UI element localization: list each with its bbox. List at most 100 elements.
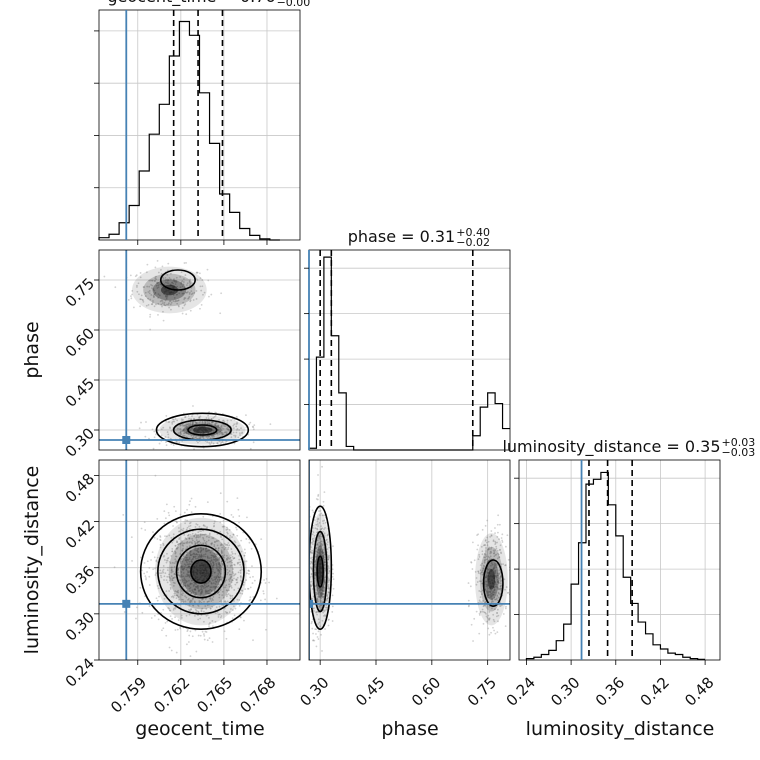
panel-geocent-time-vs-luminosity-distance-point	[210, 559, 213, 562]
panel-geocent-time-vs-luminosity-distance-point	[173, 594, 176, 597]
panel-geocent-time-vs-phase-yticklabel-1: 0.45	[62, 374, 98, 410]
panel-phase-vs-luminosity-distance-point	[478, 580, 481, 583]
panel-geocent-time-vs-phase-point	[166, 273, 169, 276]
panel-phase-vs-luminosity-distance-point	[483, 565, 486, 568]
panel-geocent-time-vs-luminosity-distance-point	[214, 571, 216, 574]
panel-phase-vs-luminosity-distance-point	[493, 596, 496, 599]
panel-phase-vs-luminosity-distance-point	[497, 596, 500, 599]
panel-geocent-time-vs-phase-point	[214, 423, 217, 426]
panel-phase-vs-luminosity-distance-point	[471, 541, 474, 544]
panel-phase-vs-luminosity-distance-point	[322, 592, 325, 595]
panel-geocent-time-vs-phase-point	[186, 291, 188, 294]
panel-geocent-time-vs-phase-point	[189, 300, 192, 303]
panel-geocent-time-vs-phase-point	[198, 430, 200, 433]
panel-geocent-time-vs-luminosity-distance-point	[199, 570, 202, 573]
panel-geocent-time-vs-luminosity-distance-point	[191, 571, 194, 573]
panel-geocent-time-vs-luminosity-distance-point	[187, 563, 190, 566]
panel-geocent-time-vs-luminosity-distance-point	[169, 609, 172, 612]
panel-geocent-time-vs-phase-point	[201, 421, 204, 424]
panel-geocent-time-vs-phase-point	[193, 431, 196, 433]
panel-geocent-time-vs-luminosity-distance-point	[206, 639, 209, 642]
panel-geocent-time-vs-phase-point	[172, 420, 175, 423]
panel-geocent-time-vs-luminosity-distance-point	[194, 556, 197, 558]
panel-phase-vs-luminosity-distance-point	[489, 555, 492, 558]
panel-geocent-time-vs-phase-point	[165, 420, 167, 423]
panel-phase-vs-luminosity-distance-point	[512, 588, 514, 590]
panel-geocent-time-vs-luminosity-distance-point	[230, 586, 233, 589]
panel-geocent-time-vs-luminosity-distance-point	[232, 605, 235, 608]
panel-geocent-time-vs-phase-point	[174, 300, 177, 303]
panel-geocent-time-vs-phase-point	[225, 431, 228, 433]
panel-geocent-time-vs-luminosity-distance-point	[165, 590, 168, 593]
panel-geocent-time-vs-luminosity-distance-point	[202, 569, 205, 572]
panel-geocent-time-vs-luminosity-distance-point	[203, 533, 206, 536]
panel-geocent-time-vs-luminosity-distance-point	[140, 527, 143, 530]
panel-phase-vs-luminosity-distance-point	[497, 552, 499, 555]
panel-phase-vs-luminosity-distance-point	[317, 571, 320, 574]
panel-geocent-time-vs-phase-point	[147, 303, 150, 306]
panel-phase-vs-luminosity-distance-point	[317, 549, 320, 552]
panel-phase-vs-luminosity-distance-point	[319, 563, 322, 566]
panel-geocent-time-vs-phase-point	[206, 427, 209, 430]
panel-phase-vs-luminosity-distance-point	[486, 596, 489, 598]
panel-phase-vs-luminosity-distance-point	[319, 509, 322, 512]
panel-phase-vs-luminosity-distance-frame	[308, 459, 511, 661]
panel-phase-vs-luminosity-distance-point	[318, 565, 321, 568]
panel-geocent-time-vs-phase-point	[170, 301, 173, 304]
panel-geocent-time-vs-luminosity-distance-point	[239, 569, 242, 572]
panel-phase-vs-luminosity-distance-point	[316, 598, 319, 600]
panel-geocent-time-vs-phase-point	[221, 432, 224, 435]
panel-phase-vs-luminosity-distance-point	[316, 610, 319, 613]
panel-phase-vs-luminosity-distance-point	[504, 588, 506, 591]
panel-geocent-time-vs-luminosity-distance-point	[218, 605, 221, 608]
panel-geocent-time-vs-phase-point	[165, 295, 167, 297]
panel-geocent-time-vs-phase-point	[215, 422, 218, 425]
panel-geocent-time-vs-luminosity-distance-point	[198, 564, 201, 567]
panel-geocent-time-vs-luminosity-distance-point	[209, 597, 212, 599]
panel-geocent-time-vs-luminosity-distance-point	[168, 560, 171, 563]
panel-phase-vs-luminosity-distance-point	[318, 562, 321, 565]
panel-phase-vs-luminosity-distance-point	[482, 567, 485, 570]
panel-phase-vs-luminosity-distance-point	[475, 583, 478, 586]
panel-phase-vs-luminosity-distance-point	[314, 560, 317, 563]
panel-geocent-time-vs-phase-point	[155, 303, 157, 306]
panel-phase-vs-luminosity-distance-point	[492, 549, 495, 552]
panel-geocent-time-vs-luminosity-distance-point	[202, 547, 205, 550]
panel-geocent-time-vs-phase-point	[167, 436, 170, 439]
panel-geocent-time-vs-luminosity-distance-point	[160, 576, 163, 579]
panel-geocent-time-vs-phase-point	[214, 425, 217, 427]
panel-phase-vs-luminosity-distance-point	[490, 548, 492, 550]
panel-phase-vs-luminosity-distance-point	[493, 572, 496, 575]
panel-geocent-time-vs-luminosity-distance-point	[211, 570, 214, 573]
panel-geocent-time-vs-phase-point	[197, 428, 200, 431]
panel-phase-vs-luminosity-distance-point	[316, 539, 319, 541]
panel-geocent-time-vs-luminosity-distance-point	[170, 555, 173, 557]
panel-geocent-time-vs-phase-point	[202, 293, 204, 296]
panel-geocent-time-vs-luminosity-distance-point	[202, 555, 205, 558]
panel-phase-vs-luminosity-distance-point	[493, 552, 496, 555]
panel-geocent-time-vs-phase-point	[202, 426, 205, 429]
panel-geocent-time-vs-luminosity-distance-point	[236, 581, 239, 584]
panel-phase-vs-luminosity-distance-point	[488, 572, 491, 575]
panel-geocent-time-vs-luminosity-distance-yticklabel-1: 0.30	[62, 608, 98, 644]
panel-geocent-time-vs-luminosity-distance-point	[210, 582, 213, 585]
panel-geocent-time-vs-luminosity-distance-point	[205, 550, 207, 553]
panel-geocent-time-vs-luminosity-distance-point	[223, 630, 226, 633]
panel-geocent-time-vs-luminosity-distance-point	[189, 586, 192, 589]
panel-geocent-time-vs-phase-point	[178, 441, 181, 444]
panel-phase-vs-luminosity-distance-point	[470, 561, 473, 564]
panel-geocent-time-vs-luminosity-distance-point	[216, 558, 219, 561]
panel-phase-vs-luminosity-distance-point	[478, 599, 481, 602]
panel-geocent-time-vs-luminosity-distance-point	[174, 550, 177, 553]
panel-geocent-time-vs-luminosity-distance-point	[233, 540, 236, 543]
panel-geocent-time-vs-phase-point	[167, 289, 169, 292]
panel-phase-vs-luminosity-distance-point	[499, 593, 502, 596]
panel-geocent-time-vs-luminosity-distance-point	[181, 565, 184, 568]
panel-geocent-time-vs-phase-point	[205, 435, 208, 438]
panel-phase-vs-luminosity-distance-point	[490, 594, 493, 597]
panel-geocent-time-vs-phase-content	[99, 250, 300, 450]
panel-geocent-time-vs-luminosity-distance-point	[249, 576, 252, 579]
panel-geocent-time-vs-luminosity-distance-point	[187, 641, 190, 643]
panel-geocent-time-vs-luminosity-distance-point	[186, 551, 188, 554]
panel-phase-vs-luminosity-distance-point	[328, 618, 330, 621]
